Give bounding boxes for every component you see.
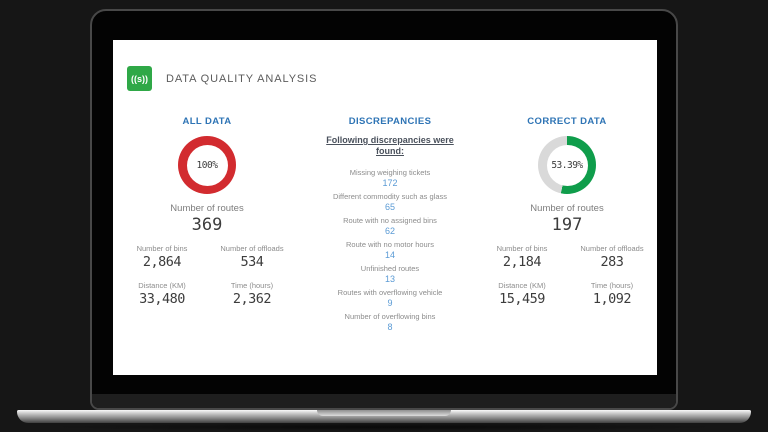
all-data-donut-percent: 100% bbox=[186, 144, 228, 186]
column-all-data: ALL DATA 100% Number of routes 369 Numbe… bbox=[117, 116, 297, 307]
item-label: Route with no assigned bins bbox=[343, 216, 437, 225]
laptop-lid: ((s)) DATA QUALITY ANALYSIS ALL DATA 100… bbox=[90, 9, 678, 410]
item-label: Unfinished routes bbox=[360, 264, 420, 273]
stat-distance: Distance (KM) 15,459 bbox=[478, 281, 566, 307]
item-label: Route with no motor hours bbox=[346, 240, 434, 249]
stat-value: 2,864 bbox=[142, 254, 182, 270]
correct-data-donut-chart: 53.39% bbox=[538, 136, 596, 194]
all-data-stats: Number of bins 2,864 Number of offloads … bbox=[118, 244, 296, 307]
list-item: Unfinished routes 13 bbox=[361, 264, 419, 284]
all-data-header: ALL DATA bbox=[182, 116, 232, 127]
item-value: 9 bbox=[387, 298, 393, 308]
stat-bins: Number of bins 2,184 bbox=[478, 244, 566, 270]
list-item: Routes with overflowing vehicle 9 bbox=[338, 288, 443, 308]
app-header: ((s)) DATA QUALITY ANALYSIS bbox=[127, 66, 317, 91]
correct-data-header: CORRECT DATA bbox=[527, 116, 607, 127]
stat-time: Time (hours) 2,362 bbox=[208, 281, 296, 307]
stat-label: Distance (KM) bbox=[138, 281, 186, 290]
correct-data-stats: Number of bins 2,184 Number of offloads … bbox=[478, 244, 656, 307]
list-item: Missing weighing tickets 172 bbox=[350, 168, 430, 188]
item-label: Missing weighing tickets bbox=[349, 168, 431, 177]
stat-distance: Distance (KM) 33,480 bbox=[118, 281, 206, 307]
list-item: Different commodity such as glass 65 bbox=[333, 192, 447, 212]
laptop-shadow bbox=[40, 423, 728, 431]
column-discrepancies: DISCREPANCIES Following discrepancies we… bbox=[300, 116, 480, 336]
stat-value: 33,480 bbox=[139, 291, 185, 307]
page-title: DATA QUALITY ANALYSIS bbox=[166, 72, 318, 85]
discrepancies-header: DISCREPANCIES bbox=[348, 116, 432, 127]
item-value: 13 bbox=[384, 274, 395, 284]
stat-label: Time (hours) bbox=[590, 281, 634, 290]
laptop-base bbox=[17, 410, 751, 423]
sensoneo-logo-icon: ((s)) bbox=[127, 66, 152, 91]
list-item: Route with no assigned bins 62 bbox=[343, 216, 437, 236]
laptop-base-notch bbox=[317, 410, 451, 416]
discrepancies-list: Missing weighing tickets 172 Different c… bbox=[333, 168, 447, 336]
item-label: Different commodity such as glass bbox=[332, 192, 448, 201]
all-data-donut-chart: 100% bbox=[178, 136, 236, 194]
stat-value: 2,184 bbox=[502, 254, 542, 270]
stat-bins: Number of bins 2,864 bbox=[118, 244, 206, 270]
stat-value: 283 bbox=[600, 254, 624, 270]
item-value: 8 bbox=[387, 322, 393, 332]
laptop-hinge bbox=[92, 394, 676, 408]
column-correct-data: CORRECT DATA 53.39% Number of routes 197… bbox=[477, 116, 657, 307]
stat-label: Distance (KM) bbox=[498, 281, 546, 290]
stat-label: Number of bins bbox=[136, 244, 188, 253]
all-data-routes-value: 369 bbox=[191, 215, 223, 235]
item-label: Number of overflowing bins bbox=[344, 312, 436, 321]
item-value: 14 bbox=[384, 250, 395, 260]
stat-label: Number of bins bbox=[496, 244, 548, 253]
stat-time: Time (hours) 1,092 bbox=[568, 281, 656, 307]
stat-value: 2,362 bbox=[232, 291, 272, 307]
correct-data-routes-value: 197 bbox=[551, 215, 583, 235]
item-label: Routes with overflowing vehicle bbox=[337, 288, 443, 297]
discrepancies-subtitle: Following discrepancies were found: bbox=[326, 135, 454, 156]
item-value: 172 bbox=[382, 178, 398, 188]
list-item: Route with no motor hours 14 bbox=[346, 240, 434, 260]
correct-data-donut-percent: 53.39% bbox=[546, 144, 588, 186]
stat-label: Number of offloads bbox=[220, 244, 284, 253]
list-item: Number of overflowing bins 8 bbox=[345, 312, 436, 332]
stat-value: 15,459 bbox=[499, 291, 545, 307]
stat-offloads: Number of offloads 283 bbox=[568, 244, 656, 270]
stat-offloads: Number of offloads 534 bbox=[208, 244, 296, 270]
stat-value: 1,092 bbox=[592, 291, 632, 307]
dashboard-screen: ((s)) DATA QUALITY ANALYSIS ALL DATA 100… bbox=[113, 40, 657, 375]
correct-data-routes-label: Number of routes bbox=[530, 203, 604, 214]
stat-label: Number of offloads bbox=[580, 244, 644, 253]
all-data-routes-label: Number of routes bbox=[170, 203, 244, 214]
stat-value: 534 bbox=[240, 254, 264, 270]
item-value: 65 bbox=[384, 202, 395, 212]
stat-label: Time (hours) bbox=[230, 281, 274, 290]
item-value: 62 bbox=[384, 226, 395, 236]
